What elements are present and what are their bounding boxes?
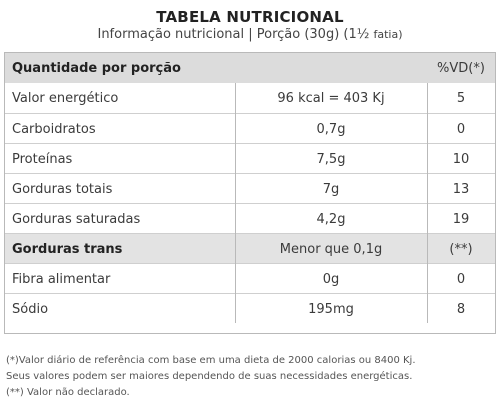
row-amount: 4,2g (316, 211, 346, 227)
row-name: Fibra alimentar (12, 271, 111, 287)
footnote-not-declared: (**) Valor não declarado. (6, 387, 130, 398)
nutrition-table: Quantidade por porção %VD(*) Valor energ… (4, 52, 496, 334)
subtitle-main: Informação nutricional | Porção (30g) (1… (97, 27, 370, 42)
label-title: TABELA NUTRICIONAL (156, 8, 344, 26)
row-amount: Menor que 0,1g (279, 241, 383, 257)
table-row-highlighted: Gorduras trans Menor que 0,1g (**) (5, 233, 495, 264)
row-name: Gorduras totais (12, 181, 113, 197)
label-subtitle: Informação nutricional | Porção (30g) (1… (0, 27, 500, 42)
row-name: Sódio (12, 301, 49, 317)
row-name: Proteínas (12, 151, 73, 167)
row-amount: 7,5g (316, 151, 346, 167)
table-header-row: Quantidade por porção %VD(*) (5, 53, 495, 83)
table-row: Sódio 195mg 8 (5, 293, 495, 324)
row-name: Carboidratos (12, 121, 96, 137)
row-vd: 0 (456, 271, 466, 287)
table-row: Proteínas 7,5g 10 (5, 143, 495, 174)
table-row: Fibra alimentar 0g 0 (5, 263, 495, 294)
table-row: Gorduras saturadas 4,2g 19 (5, 203, 495, 234)
row-amount: 0,7g (316, 121, 346, 137)
row-amount: 7g (322, 181, 340, 197)
table-row: Carboidratos 0,7g 0 (5, 113, 495, 144)
row-vd: 8 (456, 301, 466, 317)
table-row: Gorduras totais 7g 13 (5, 173, 495, 204)
row-name: Gorduras saturadas (12, 211, 141, 227)
footnote-energy-needs: Seus valores podem ser maiores dependend… (6, 371, 413, 382)
column-divider (427, 83, 428, 323)
footnote-vd: (*)Valor diário de referência com base e… (6, 355, 416, 366)
row-vd: (**) (449, 241, 473, 257)
row-vd: 0 (456, 121, 466, 137)
header-vd-label: %VD(*) (437, 60, 485, 76)
column-divider (235, 83, 236, 323)
row-name: Gorduras trans (12, 241, 123, 257)
row-amount: 0g (322, 271, 340, 287)
row-name: Valor energético (12, 90, 119, 106)
subtitle-small: fatia) (373, 28, 403, 41)
row-amount: 195mg (308, 301, 354, 317)
header-quantity-label: Quantidade por porção (12, 60, 181, 76)
table-row: Valor energético 96 kcal = 403 Kj 5 (5, 83, 495, 113)
row-amount: 96 kcal = 403 Kj (277, 90, 385, 106)
row-vd: 13 (452, 181, 470, 197)
row-vd: 10 (452, 151, 470, 167)
row-vd: 19 (452, 211, 470, 227)
row-vd: 5 (456, 90, 466, 106)
